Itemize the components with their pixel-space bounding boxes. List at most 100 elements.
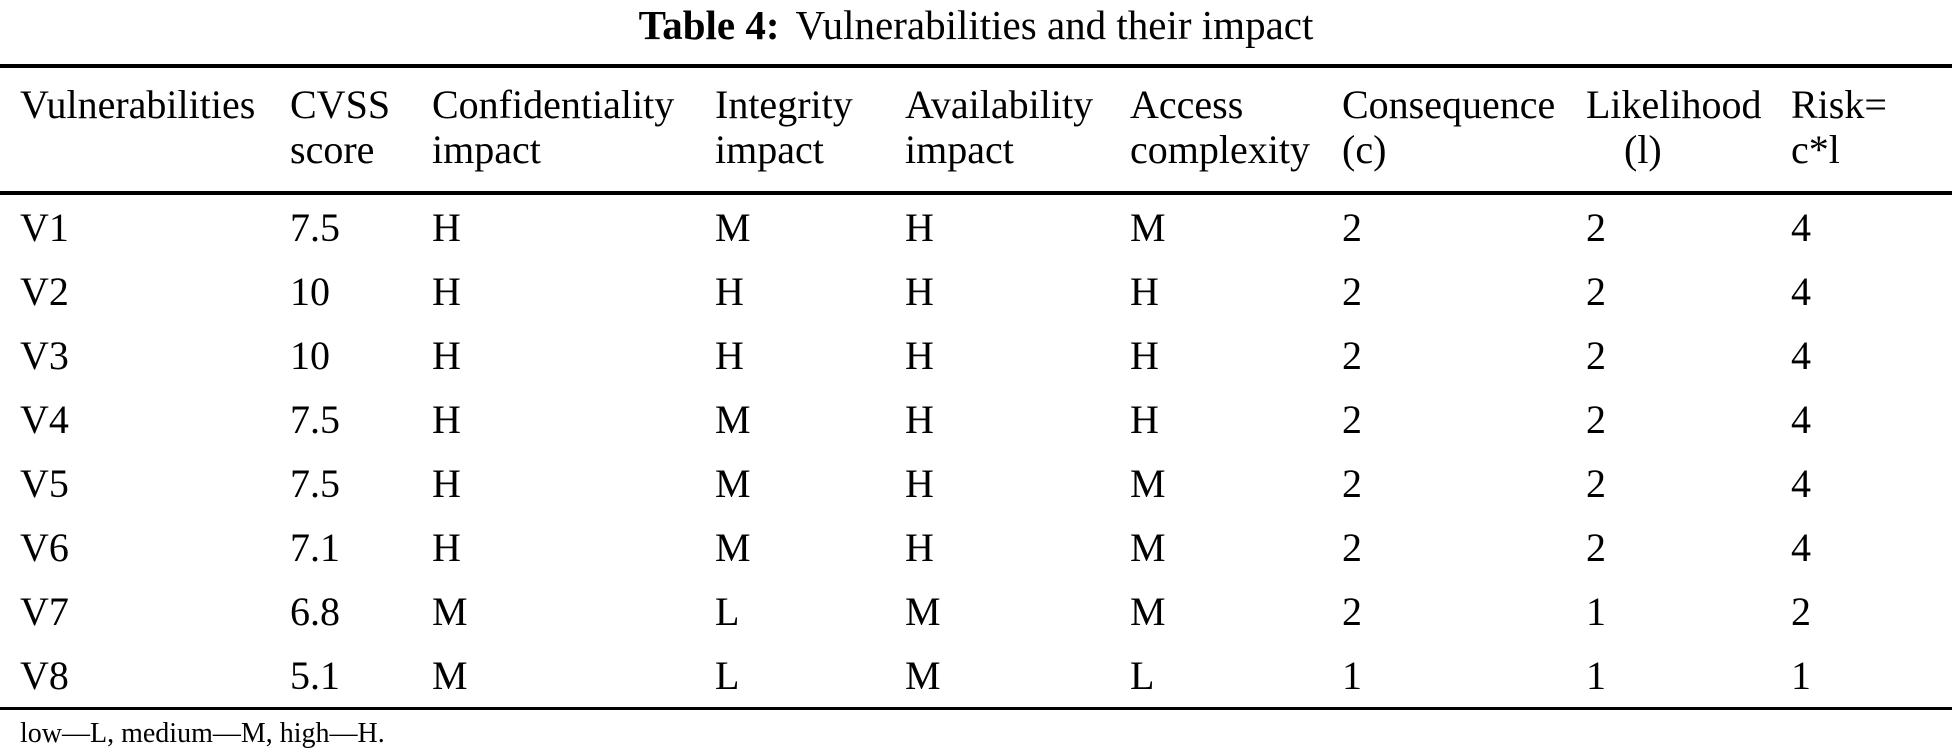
cell-access-complexity: M [1130, 204, 1166, 250]
column-header-line1: Integrity [715, 82, 853, 127]
cell-likelihood: 2 [1586, 396, 1606, 442]
column-header-line1: Confidentiality [432, 82, 675, 127]
column-header-line2: c*l [1791, 127, 1840, 172]
cell-integrity-impact: H [715, 332, 744, 378]
cell-risk: 2 [1791, 588, 1811, 634]
column-header-line1: Risk= [1791, 82, 1887, 127]
column-header-line1: Likelihood [1586, 82, 1762, 127]
cell-integrity-impact: M [715, 460, 751, 506]
cell-risk: 1 [1791, 652, 1811, 698]
cell-cvss-score: 7.1 [290, 524, 340, 570]
cell-consequence: 2 [1342, 396, 1362, 442]
cell-risk: 4 [1791, 524, 1811, 570]
cell-likelihood: 1 [1586, 652, 1606, 698]
cell-consequence: 2 [1342, 460, 1362, 506]
cell-vulnerabilities: V2 [20, 268, 69, 314]
cell-access-complexity: H [1130, 396, 1159, 442]
table-row-v3: V3 10 H H H H 2 2 4 [0, 323, 1952, 387]
cell-risk: 4 [1791, 204, 1811, 250]
cell-consequence: 2 [1342, 524, 1362, 570]
cell-cvss-score: 10 [290, 332, 330, 378]
column-header-risk: Risk= c*l [1791, 66, 1952, 195]
table-row-v5: V5 7.5 H M H M 2 2 4 [0, 451, 1952, 515]
cell-risk: 4 [1791, 332, 1811, 378]
column-header-line2: (c) [1342, 127, 1387, 172]
cell-access-complexity: M [1130, 588, 1166, 634]
column-header-line2: score [290, 127, 375, 172]
column-header-availability-impact: Availability impact [905, 66, 1130, 195]
caption-text: Vulnerabilities and their impact [795, 2, 1314, 48]
cell-access-complexity: H [1130, 268, 1159, 314]
cell-confidentiality-impact: H [432, 204, 461, 250]
cell-access-complexity: M [1130, 524, 1166, 570]
cell-confidentiality-impact: H [432, 524, 461, 570]
table-row-v8: V8 5.1 M L M L 1 1 1 [0, 643, 1952, 709]
cell-vulnerabilities: V7 [20, 588, 69, 634]
column-header-likelihood: Likelihood (l) [1586, 66, 1791, 195]
column-header-line1: Vulnerabilities [20, 82, 256, 127]
cell-availability-impact: M [905, 652, 941, 698]
column-header-line2: impact [905, 127, 1014, 172]
cell-risk: 4 [1791, 268, 1811, 314]
column-header-confidentiality-impact: Confidentiality impact [432, 66, 715, 195]
cell-access-complexity: L [1130, 652, 1155, 698]
cell-vulnerabilities: V4 [20, 396, 69, 442]
cell-cvss-score: 7.5 [290, 396, 340, 442]
cell-confidentiality-impact: M [432, 588, 468, 634]
cell-cvss-score: 5.1 [290, 652, 340, 698]
column-header-line1: CVSS [290, 82, 391, 127]
cell-likelihood: 2 [1586, 460, 1606, 506]
table-header-row: Vulnerabilities CVSS score Confidentiality i… [0, 66, 1952, 195]
table-row-v1: V1 7.5 H M H M 2 2 4 [0, 193, 1952, 259]
table-caption: Table 4: Vulnerabilities and their impact [0, 0, 1952, 64]
cell-likelihood: 2 [1586, 204, 1606, 250]
cell-vulnerabilities: V8 [20, 652, 69, 698]
cell-consequence: 2 [1342, 332, 1362, 378]
cell-consequence: 2 [1342, 204, 1362, 250]
column-header-line1: Availability [905, 82, 1094, 127]
cell-vulnerabilities: V6 [20, 524, 69, 570]
cell-cvss-score: 7.5 [290, 204, 340, 250]
cell-risk: 4 [1791, 396, 1811, 442]
table-row-v2: V2 10 H H H H 2 2 4 [0, 259, 1952, 323]
cell-integrity-impact: M [715, 204, 751, 250]
cell-confidentiality-impact: H [432, 460, 461, 506]
cell-availability-impact: H [905, 460, 934, 506]
table-header: Vulnerabilities CVSS score Confidentiality i… [0, 66, 1952, 195]
column-header-line2: complexity [1130, 127, 1310, 172]
cell-likelihood: 2 [1586, 268, 1606, 314]
cell-access-complexity: M [1130, 460, 1166, 506]
cell-availability-impact: H [905, 332, 934, 378]
column-header-line2: (l) [1624, 127, 1662, 172]
table-footnote: low—L, medium—M, high—H. [20, 718, 385, 749]
cell-consequence: 2 [1342, 588, 1362, 634]
cell-availability-impact: H [905, 396, 934, 442]
column-header-integrity-impact: Integrity impact [715, 66, 905, 195]
column-header-vulnerabilities: Vulnerabilities [0, 66, 290, 195]
table-row-v4: V4 7.5 H M H H 2 2 4 [0, 387, 1952, 451]
cell-vulnerabilities: V1 [20, 204, 69, 250]
cell-confidentiality-impact: M [432, 652, 468, 698]
cell-availability-impact: H [905, 524, 934, 570]
column-header-line2: impact [432, 127, 541, 172]
cell-vulnerabilities: V5 [20, 460, 69, 506]
cell-likelihood: 1 [1586, 588, 1606, 634]
cell-consequence: 2 [1342, 268, 1362, 314]
cell-vulnerabilities: V3 [20, 332, 69, 378]
cell-likelihood: 2 [1586, 332, 1606, 378]
cell-integrity-impact: H [715, 268, 744, 314]
cell-availability-impact: M [905, 588, 941, 634]
column-header-line2: impact [715, 127, 824, 172]
table-row-v7: V7 6.8 M L M M 2 1 2 [0, 579, 1952, 643]
vulnerabilities-table: Vulnerabilities CVSS score Confidentiality i… [0, 64, 1952, 710]
cell-confidentiality-impact: H [432, 332, 461, 378]
column-header-line1: Consequence [1342, 82, 1556, 127]
column-header-line1: Access [1130, 82, 1244, 127]
cell-likelihood: 2 [1586, 524, 1606, 570]
cell-availability-impact: H [905, 204, 934, 250]
cell-cvss-score: 6.8 [290, 588, 340, 634]
cell-integrity-impact: M [715, 524, 751, 570]
cell-confidentiality-impact: H [432, 396, 461, 442]
cell-availability-impact: H [905, 268, 934, 314]
